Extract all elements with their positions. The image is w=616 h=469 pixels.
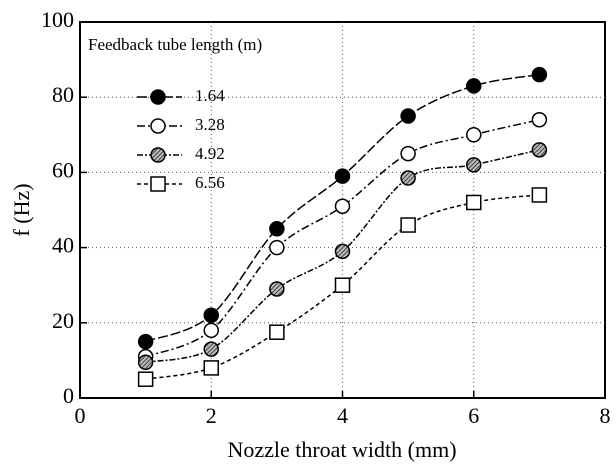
x-tick-label: 6 — [468, 403, 479, 428]
marker — [466, 157, 482, 173]
marker — [334, 168, 351, 184]
marker — [531, 66, 548, 83]
marker — [203, 307, 219, 324]
y-axis-label: f (Hz) — [9, 183, 34, 236]
marker — [203, 341, 219, 357]
x-tick-label: 4 — [337, 403, 348, 428]
marker — [400, 145, 416, 162]
marker — [137, 354, 154, 371]
marker — [334, 243, 351, 260]
legend-marker — [150, 147, 166, 163]
legend-label: 6.56 — [195, 173, 225, 192]
marker — [531, 112, 548, 128]
marker — [531, 142, 548, 158]
y-tick-label: 40 — [52, 233, 74, 258]
marker — [334, 198, 351, 214]
marker — [269, 239, 285, 256]
marker — [531, 187, 548, 203]
x-tick-label: 0 — [75, 403, 86, 428]
marker — [400, 108, 416, 124]
y-tick-label: 60 — [52, 157, 74, 182]
marker — [137, 333, 154, 350]
legend-marker — [150, 118, 166, 134]
legend-marker — [150, 176, 166, 192]
marker — [466, 127, 482, 143]
marker — [269, 221, 285, 237]
legend-marker — [150, 89, 166, 105]
y-tick-label: 0 — [63, 383, 74, 408]
marker — [400, 217, 416, 233]
marker — [269, 324, 285, 340]
x-tick-label: 8 — [600, 403, 611, 428]
y-tick-label: 100 — [41, 7, 74, 32]
x-axis-label: Nozzle throat width (mm) — [227, 437, 456, 462]
marker — [203, 360, 219, 376]
marker — [466, 194, 482, 211]
legend-title: Feedback tube length (m) — [88, 35, 262, 54]
x-tick-label: 2 — [206, 403, 217, 428]
marker — [269, 281, 285, 297]
marker — [466, 78, 482, 94]
marker — [400, 170, 416, 186]
legend-label: 3.28 — [195, 115, 225, 134]
marker — [334, 277, 351, 293]
legend-label: 1.64 — [195, 86, 225, 105]
marker — [203, 322, 219, 339]
marker — [137, 371, 154, 387]
y-tick-label: 80 — [52, 82, 74, 107]
y-tick-label: 20 — [52, 308, 74, 333]
legend-label: 4.92 — [195, 144, 225, 163]
